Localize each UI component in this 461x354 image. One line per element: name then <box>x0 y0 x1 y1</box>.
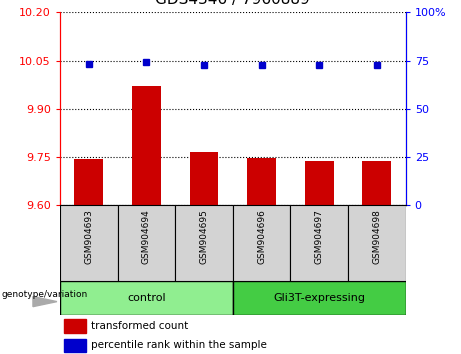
Polygon shape <box>33 297 57 307</box>
Bar <box>64 339 86 352</box>
Bar <box>64 319 86 333</box>
Bar <box>247 158 276 205</box>
Bar <box>348 205 406 281</box>
Text: GSM904696: GSM904696 <box>257 209 266 264</box>
Bar <box>290 205 348 281</box>
Text: GSM904697: GSM904697 <box>315 209 324 264</box>
Text: GSM904695: GSM904695 <box>200 209 208 264</box>
Bar <box>60 205 118 281</box>
Title: GDS4346 / 7960889: GDS4346 / 7960889 <box>155 0 310 7</box>
Text: Gli3T-expressing: Gli3T-expressing <box>273 293 365 303</box>
Bar <box>118 205 175 281</box>
Bar <box>233 281 406 315</box>
Bar <box>74 159 103 205</box>
Bar <box>233 205 290 281</box>
Text: GSM904693: GSM904693 <box>84 209 93 264</box>
Text: percentile rank within the sample: percentile rank within the sample <box>91 341 267 350</box>
Bar <box>60 281 233 315</box>
Bar <box>362 161 391 205</box>
Bar <box>305 161 334 205</box>
Bar <box>189 152 219 205</box>
Text: genotype/variation: genotype/variation <box>1 290 88 299</box>
Text: control: control <box>127 293 165 303</box>
Bar <box>132 86 161 205</box>
Text: GSM904694: GSM904694 <box>142 209 151 264</box>
Bar <box>175 205 233 281</box>
Text: transformed count: transformed count <box>91 321 189 331</box>
Text: GSM904698: GSM904698 <box>372 209 381 264</box>
